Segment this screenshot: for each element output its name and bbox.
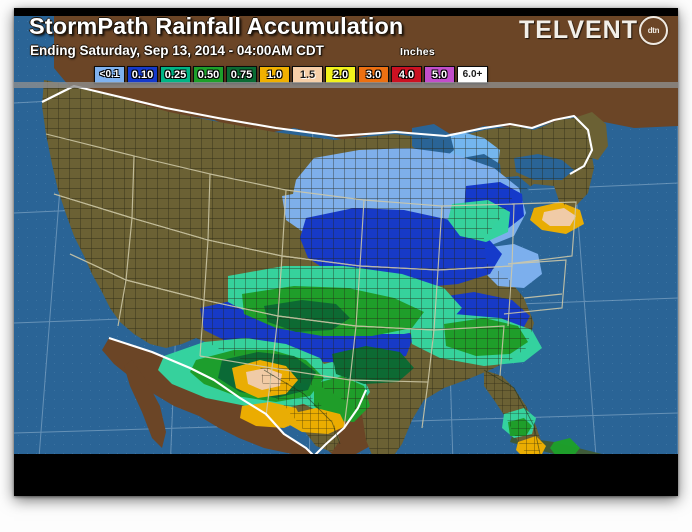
county-boundaries [42,80,594,460]
brand-wordmark: TELVENT [518,16,638,44]
legend-units-label: Inches [400,46,436,58]
top-black-bar [14,8,678,16]
state-boundaries [45,133,577,429]
dtn-badge-label: dtn [647,25,660,35]
weather-map-graphic[interactable]: StormPath Rainfall Accumulation Ending S… [14,8,678,496]
bottom-black-bar [14,454,678,496]
map-header: StormPath Rainfall Accumulation Ending S… [14,8,678,88]
header-divider [14,82,678,88]
dtn-badge-icon: dtn [639,16,668,45]
legend-swatch-4.0[interactable]: 4.0 [391,66,422,84]
coastlines [263,369,541,455]
page-title: StormPath Rainfall Accumulation [29,13,404,39]
national-borders [41,84,594,457]
telvent-logo: TELVENT dtn [519,16,668,45]
valid-time-subtitle: Ending Saturday, Sep 13, 2014 - 04:00AM … [30,43,324,58]
legend-swatch-0.75[interactable]: 0.75 [226,66,257,84]
legend-swatch-0.10[interactable]: 0.10 [127,66,158,84]
